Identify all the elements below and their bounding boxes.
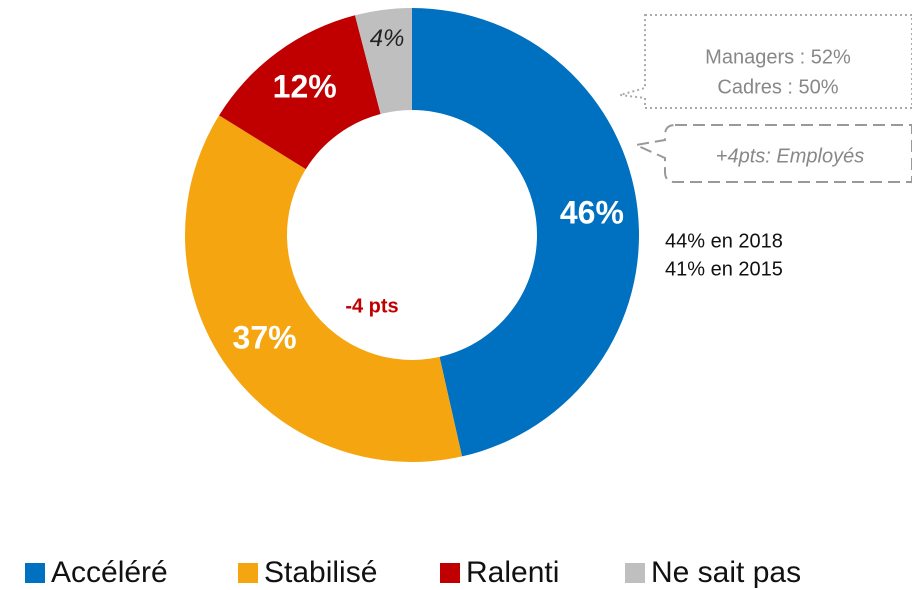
legend-label: Ne sait pas (651, 556, 801, 589)
annotation: Cadres : 50% (717, 76, 838, 98)
callout-box (632, 124, 912, 183)
annotation: -4 pts (345, 295, 398, 317)
legend-label: Accéléré (51, 556, 168, 589)
legend-swatch (238, 563, 258, 583)
value-label: 12% (273, 69, 337, 105)
legend-swatch (25, 563, 45, 583)
annotation: 41% en 2015 (665, 258, 783, 280)
slice (184, 115, 463, 462)
value-label: 46% (560, 194, 624, 230)
legend-label: Ralenti (466, 556, 559, 589)
legend-swatch (625, 563, 645, 583)
annotation: Managers : 52% (705, 46, 851, 68)
value-label: 4% (370, 25, 405, 52)
legend-label: Stabilisé (264, 556, 377, 589)
legend-swatch (440, 563, 460, 583)
annotation: +4pts: Employés (716, 145, 864, 167)
value-label: 37% (233, 319, 297, 355)
slice (412, 8, 639, 457)
slice (354, 8, 412, 115)
annotation: 44% en 2018 (665, 230, 783, 252)
callout-box (619, 14, 912, 109)
slice (219, 15, 381, 170)
